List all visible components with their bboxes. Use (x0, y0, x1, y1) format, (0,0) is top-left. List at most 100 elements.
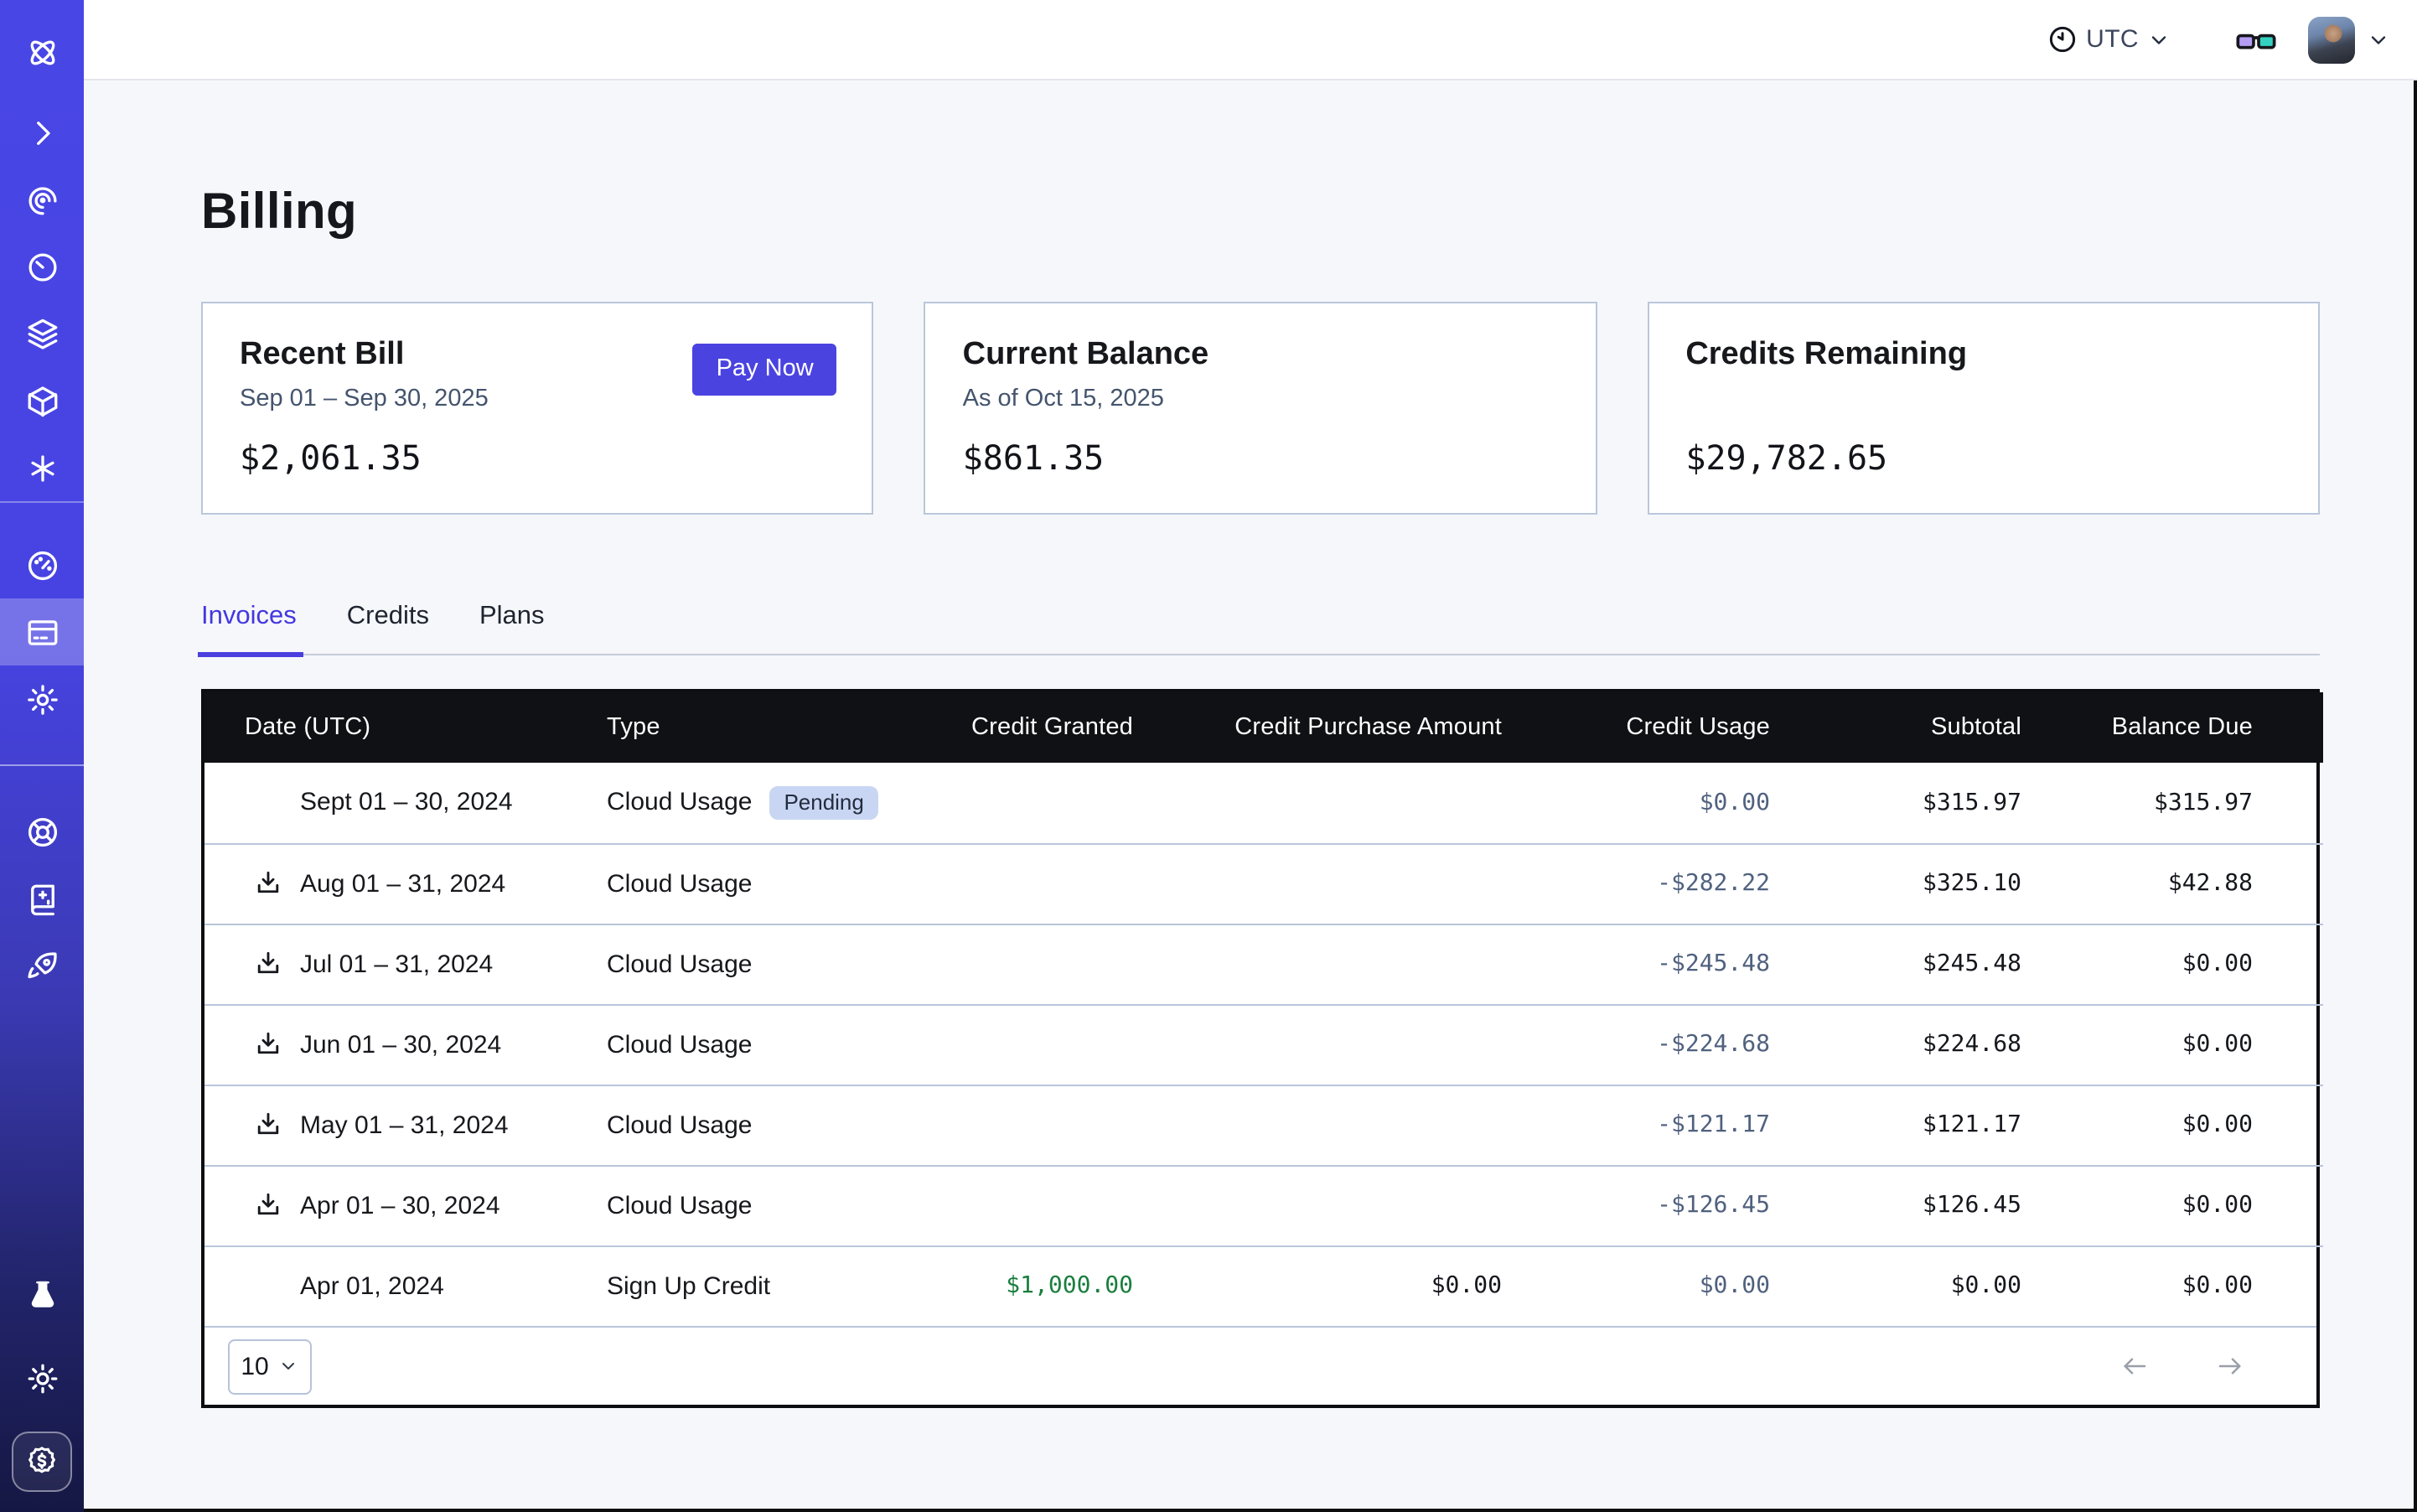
sidebar-item-console[interactable] (0, 99, 84, 166)
invoice-type-cell: Cloud UsagePending (607, 763, 959, 843)
sidebar-item-activity[interactable] (0, 166, 84, 233)
sidebar-item-usage[interactable] (0, 531, 84, 598)
credit-granted-value (959, 1085, 1160, 1165)
sidebar-item-settings[interactable] (0, 665, 84, 733)
book-sparkles-icon (24, 881, 60, 916)
clock-icon (2046, 23, 2078, 55)
subtotal-value: $126.45 (1797, 1165, 2048, 1245)
credits-button[interactable] (12, 1432, 72, 1492)
invoice-date-cell: Sept 01 – 30, 2024 (204, 763, 607, 843)
card-subtitle (1685, 386, 2281, 414)
page-size-select[interactable]: 10 (228, 1339, 312, 1394)
credits-remaining-card: Credits Remaining $29,782.65 (1647, 302, 2320, 515)
pay-now-button[interactable]: Pay Now (693, 344, 837, 396)
chevron-down-icon (279, 1356, 299, 1376)
invoice-rows: Sept 01 – 30, 2024Cloud UsagePending$0.0… (204, 763, 2323, 1326)
cube-icon (24, 383, 60, 418)
rocket-icon (24, 948, 60, 983)
invoice-date: Apr 01, 2024 (300, 1272, 444, 1301)
status-badge: Pending (769, 786, 878, 820)
next-page-arrow[interactable] (2211, 1351, 2249, 1381)
credit-granted-value (959, 843, 1160, 924)
credit-granted-value (959, 1004, 1160, 1085)
sidebar-item-billing[interactable] (0, 598, 84, 665)
invoice-type: Cloud Usage (607, 1111, 752, 1139)
page-size-value: 10 (241, 1352, 268, 1380)
balance-due-value: $0.00 (2048, 924, 2323, 1004)
credit-purchase-amount-value (1160, 763, 1529, 843)
page-title: Billing (201, 184, 2320, 241)
download-slot-empty (251, 786, 285, 820)
user-avatar[interactable] (2308, 16, 2355, 63)
topbar: UTC (84, 0, 2417, 80)
subtotal-value: $224.68 (1797, 1004, 2048, 1085)
table-header-row: Date (UTC) Type Credit Granted Credit Pu… (204, 692, 2323, 763)
download-invoice-icon (253, 1190, 283, 1220)
download-invoice-button[interactable] (251, 867, 285, 900)
credit-purchase-amount-value (1160, 843, 1529, 924)
credit-usage-value: $0.00 (1529, 763, 1797, 843)
table-footer: 10 (204, 1326, 2316, 1405)
balance-due-value: $0.00 (2048, 1004, 2323, 1085)
invoice-date-cell: May 01 – 31, 2024 (204, 1085, 607, 1165)
current-balance-amount: $861.35 (963, 438, 1559, 478)
invoice-type-cell: Cloud Usage (607, 843, 959, 924)
sidebar-item-labs[interactable] (24, 1261, 60, 1328)
col-type: Type (607, 692, 959, 763)
billing-tabs: Invoices Credits Plans (201, 602, 2320, 655)
invoice-date: Apr 01 – 30, 2024 (300, 1191, 500, 1219)
orbit-logo-icon[interactable] (0, 18, 84, 85)
chevron-right-icon (24, 115, 60, 150)
tab-invoices[interactable]: Invoices (201, 602, 297, 654)
balance-due-value: $0.00 (2048, 1085, 2323, 1165)
invoice-type-cell: Sign Up Credit (607, 1245, 959, 1326)
sidebar-item-support[interactable] (0, 798, 84, 865)
credit-purchase-amount-value (1160, 924, 1529, 1004)
account-menu-chevron-icon[interactable] (2367, 28, 2390, 51)
subtotal-value: $121.17 (1797, 1085, 2048, 1165)
credit-purchase-amount-value (1160, 1004, 1529, 1085)
card-title: Current Balance (963, 337, 1559, 374)
download-invoice-button[interactable] (251, 1028, 285, 1061)
invoice-row: Apr 01, 2024Sign Up Credit$1,000.00$0.00… (204, 1245, 2323, 1326)
balance-due-value: $315.97 (2048, 763, 2323, 843)
col-credit-granted: Credit Granted (959, 692, 1160, 763)
download-invoice-button[interactable] (251, 947, 285, 981)
credit-usage-value: -$224.68 (1529, 1004, 1797, 1085)
tab-credits[interactable]: Credits (347, 602, 429, 654)
previous-page-arrow[interactable] (2115, 1351, 2154, 1381)
sidebar-item-docs[interactable] (0, 865, 84, 932)
recent-bill-amount: $2,061.35 (240, 438, 836, 478)
credit-usage-value: -$126.45 (1529, 1165, 1797, 1245)
subtotal-value: $245.48 (1797, 924, 2048, 1004)
invoice-type-cell: Cloud Usage (607, 924, 959, 1004)
sidebar-item-services[interactable] (0, 434, 84, 501)
invoice-date: May 01 – 31, 2024 (300, 1111, 509, 1139)
invoice-date-cell: Apr 01 – 30, 2024 (204, 1165, 607, 1245)
balance-due-value: $0.00 (2048, 1245, 2323, 1326)
subtotal-value: $0.00 (1797, 1245, 2048, 1326)
reader-glasses-icon[interactable] (2234, 18, 2278, 61)
theme-toggle[interactable] (24, 1344, 60, 1411)
invoice-date: Aug 01 – 31, 2024 (300, 869, 505, 898)
invoice-row: Aug 01 – 31, 2024Cloud Usage-$282.22$325… (204, 843, 2323, 924)
tab-plans[interactable]: Plans (479, 602, 545, 654)
download-invoice-icon (253, 1110, 283, 1140)
invoice-row: Jul 01 – 31, 2024Cloud Usage-$245.48$245… (204, 924, 2323, 1004)
sidebar-item-quickstart[interactable] (0, 932, 84, 999)
card-title: Credits Remaining (1685, 337, 2281, 374)
download-invoice-button[interactable] (251, 1108, 285, 1142)
invoice-date-cell: Aug 01 – 31, 2024 (204, 843, 607, 924)
timezone-selector[interactable]: UTC (2046, 23, 2171, 55)
sidebar-item-layers[interactable] (0, 300, 84, 367)
invoice-date: Jul 01 – 31, 2024 (300, 950, 493, 978)
sidebar-item-packages[interactable] (0, 367, 84, 434)
sun-icon (24, 1360, 60, 1395)
credit-granted-value (959, 1165, 1160, 1245)
sidebar-item-history[interactable] (0, 233, 84, 300)
invoice-date-cell: Jun 01 – 30, 2024 (204, 1004, 607, 1085)
download-slot-empty (251, 1270, 285, 1303)
credit-usage-value: -$121.17 (1529, 1085, 1797, 1165)
col-subtotal: Subtotal (1797, 692, 2048, 763)
download-invoice-button[interactable] (251, 1188, 285, 1222)
